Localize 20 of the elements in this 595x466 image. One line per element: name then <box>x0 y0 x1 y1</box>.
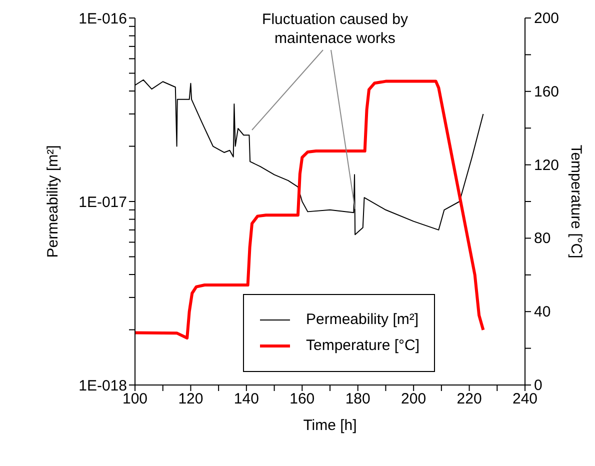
x-tick-label: 160 <box>290 390 315 408</box>
x-axis-title: Time [h] <box>303 417 357 434</box>
y2-tick-label: 160 <box>534 83 560 100</box>
legend-label: Permeability [m²] <box>306 310 419 330</box>
y2-tick-label: 120 <box>534 156 560 174</box>
x-tick-label: 200 <box>401 390 426 408</box>
y2-tick-label: 40 <box>534 304 551 321</box>
legend-label: Temperature [°C] <box>306 336 420 356</box>
y2-axis-title: Temperature [°C] <box>568 144 585 258</box>
y-axis-title: Permeability [m²] <box>44 145 62 258</box>
x-tick-label: 120 <box>178 390 204 408</box>
y-tick-label: 1E-016 <box>78 10 127 28</box>
x-tick-label: 140 <box>234 390 259 408</box>
x-tick-label: 180 <box>345 390 370 408</box>
x-tick-label: 220 <box>456 390 482 408</box>
line-series <box>135 80 485 340</box>
annotation: Fluctuation caused by maintenace works <box>261 10 409 48</box>
y2-tick-label: 200 <box>534 10 560 27</box>
y2-tick-label: 80 <box>534 230 551 248</box>
y-tick-label: 1E-017 <box>78 194 127 211</box>
